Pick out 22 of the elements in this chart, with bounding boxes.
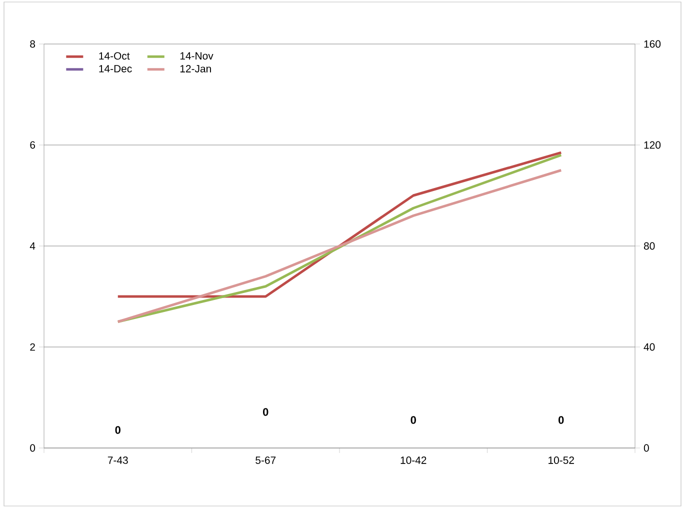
y-tick-label: 6 bbox=[30, 141, 36, 149]
y-tick-label: 2 bbox=[30, 343, 35, 351]
y2-tick-label: 120 bbox=[644, 141, 661, 149]
y2-tick-label: 0 bbox=[644, 444, 649, 452]
annotation: 0 bbox=[558, 416, 564, 424]
legend-label: 14-Dec bbox=[99, 65, 132, 72]
x-tick-label: 10-42 bbox=[400, 456, 426, 464]
annotation: 0 bbox=[410, 416, 416, 424]
x-tick-label: 7-43 bbox=[108, 456, 128, 464]
y-tick-label: 0 bbox=[30, 444, 36, 452]
annotation: 0 bbox=[263, 408, 268, 416]
x-tick-label: 10-52 bbox=[548, 456, 574, 464]
y2-tick-label: 40 bbox=[644, 343, 655, 351]
legend-label: 12-Jan bbox=[180, 65, 211, 72]
legend-label: 14-Nov bbox=[180, 52, 214, 60]
y2-tick-label: 80 bbox=[644, 242, 655, 250]
y2-tick-label: 160 bbox=[644, 40, 661, 48]
y-tick-label: 4 bbox=[30, 242, 36, 250]
y-tick-label: 8 bbox=[30, 40, 36, 48]
annotation: 0 bbox=[115, 426, 120, 434]
legend-label: 14-Oct bbox=[99, 52, 130, 60]
x-tick-label: 5-67 bbox=[256, 456, 276, 464]
